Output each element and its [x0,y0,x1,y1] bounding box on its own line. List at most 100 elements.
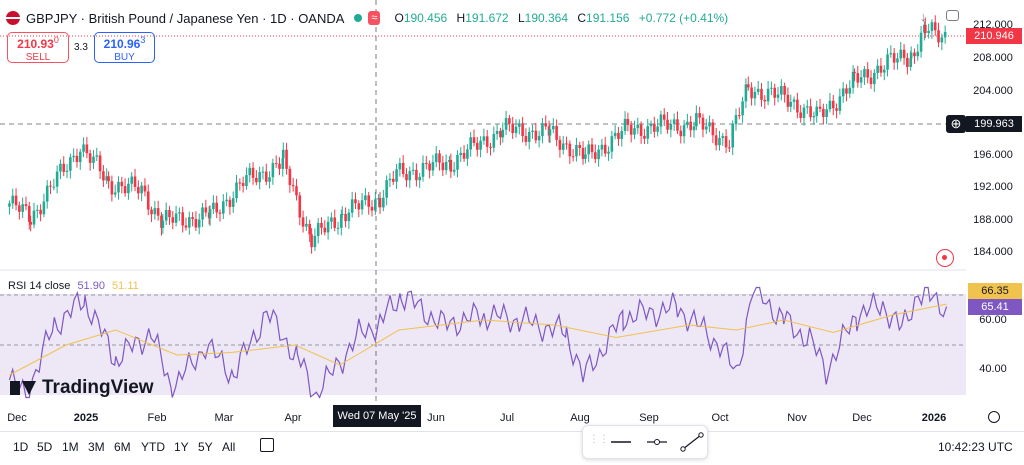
candle-body [783,86,786,95]
candle-body [610,136,614,152]
settings-gear-icon[interactable] [988,411,1000,423]
range-5y[interactable]: 5Y [198,440,213,454]
candle-body [695,113,698,127]
candle-body [340,214,343,228]
candle-body [305,223,308,227]
candle-body [815,106,819,116]
trend-line-tool-icon[interactable] [680,432,704,452]
candle-body [578,144,582,149]
range-1m[interactable]: 1M [62,440,79,454]
rsi-value: 51.90 [77,280,105,292]
crosshair-date-tag: Wed 07 May '25 [333,405,421,427]
candle-body [255,177,258,183]
candle-body [164,210,168,221]
candle-body [156,208,160,216]
candle-body [336,227,340,229]
candle-body [301,217,305,227]
range-6m[interactable]: 6M [114,440,131,454]
range-all[interactable]: All [222,440,236,454]
data-feed-icon[interactable]: ≈ [368,11,381,25]
candle-body [489,146,492,148]
candle-body [231,198,235,207]
candle-body [537,136,541,141]
candle-body [431,162,435,171]
candle-body [194,219,198,228]
horizontal-ray-tool-icon[interactable] [647,439,667,445]
candle-body [866,69,870,78]
candle-body [357,203,361,210]
candle-body [323,227,327,233]
candle-body [822,108,825,117]
candle-body [607,151,610,154]
drawing-tools[interactable] [605,432,705,452]
drag-handle-icon[interactable]: ⋮⋮ [589,434,609,445]
add-alert-plus-icon[interactable]: ⊕ [946,115,966,133]
candle-body [364,195,367,201]
candle-body [72,155,75,158]
rsi-legend[interactable]: RSI 14 close 51.90 51.11 [8,280,139,292]
candle-body [859,77,863,83]
candle-body [731,124,734,148]
candle-body [49,185,52,187]
candle-body [856,73,860,83]
time-tick: Dec [7,412,27,424]
candle-body [421,162,425,177]
candle-body [581,148,585,159]
candle-body [927,30,930,34]
download-icon[interactable]: ↓ [920,9,927,24]
time-tick: Apr [284,412,302,424]
symbol-header[interactable]: GBPJPY · British Pound / Japanese Yen · … [6,8,728,28]
buy-button[interactable]: 210.963 BUY [94,32,155,63]
candle-body [27,206,31,222]
candle-body [662,114,666,120]
candle-body [42,201,46,215]
time-tick: Feb [147,412,167,424]
candle-body [643,135,646,139]
range-ytd[interactable]: YTD [141,440,165,454]
symbol-title[interactable]: GBPJPY · British Pound / Japanese Yen · … [26,10,345,26]
candle-body [575,144,578,157]
candle-body [686,121,689,126]
alert-target-icon[interactable] [936,249,954,267]
candle-body [485,136,489,147]
candle-body [597,149,600,160]
high-value: 191.672 [465,11,509,25]
range-1y[interactable]: 1Y [174,440,189,454]
candle-body [590,144,594,153]
candle-body [330,217,333,222]
candle-body [780,86,783,95]
candle-body [29,221,32,225]
candle-body [35,209,39,211]
candle-body [728,147,731,149]
candle-body [171,217,175,223]
utc-clock[interactable]: 10:42:23 UTC [938,440,1013,454]
date-range-calendar-icon[interactable] [260,438,274,452]
candle-body [571,156,575,158]
candle-body [930,22,934,31]
candle-body [248,167,252,176]
candle-body [873,72,876,85]
candle-body [738,115,741,117]
fullscreen-icon[interactable] [946,10,959,21]
time-tick: 2025 [73,412,99,424]
candle-body [679,130,683,137]
sell-button[interactable]: 210.930 SELL [7,32,69,63]
drawing-toolbar[interactable]: ⋮⋮ [582,425,708,459]
range-5d[interactable]: 5D [37,440,53,454]
candle-body [298,195,302,218]
candle-body [584,154,587,159]
spread-value: 3.3 [74,42,88,53]
candle-body [197,219,201,228]
candle-body [281,149,285,159]
candle-body [395,169,398,182]
time-tick: Aug [570,412,590,424]
candle-body [398,162,402,170]
currency-pair-flag-icon [6,11,20,25]
price-tick: 208.000 [973,52,1013,64]
range-1d[interactable]: 1D [13,440,29,454]
candle-body [561,143,565,150]
price-tick: 204.000 [973,85,1013,97]
range-3m[interactable]: 3M [88,440,105,454]
